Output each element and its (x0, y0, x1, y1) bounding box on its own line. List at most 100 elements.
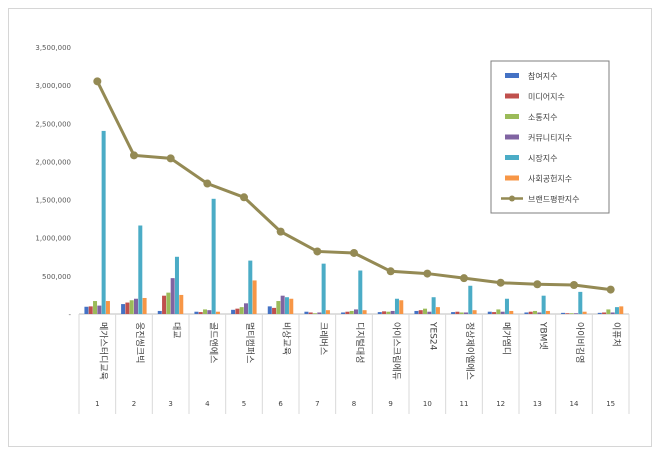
category-label: 디지털대성 (354, 322, 366, 363)
legend-swatch (505, 114, 519, 119)
bar (610, 312, 615, 314)
bar (528, 311, 533, 314)
y-tick-label: 2,000,000 (35, 158, 71, 166)
bar (606, 309, 611, 314)
bar (308, 312, 313, 314)
category-label: 멀티캠퍼스 (244, 322, 256, 363)
category-number: 2 (132, 400, 136, 408)
bar (248, 260, 253, 314)
category-number: 6 (278, 400, 283, 408)
bar (496, 309, 501, 314)
category-number: 7 (315, 400, 319, 408)
legend-swatch (505, 73, 519, 78)
y-tick-label: 3,500,000 (35, 44, 71, 52)
bar (157, 310, 162, 314)
bar (358, 270, 363, 314)
legend-swatch (505, 155, 519, 160)
bar (134, 298, 138, 314)
category-number: 12 (496, 400, 505, 408)
bar (537, 312, 542, 314)
bar (354, 309, 358, 314)
bar (390, 310, 395, 314)
legend-swatch (505, 134, 519, 140)
bar (377, 312, 382, 314)
line-point (313, 247, 322, 256)
bar (533, 310, 538, 314)
category-number: 4 (205, 400, 210, 408)
y-tick-label: 1,000,000 (35, 235, 71, 243)
y-tick-label: - (68, 311, 71, 319)
bar (272, 307, 277, 314)
bar (414, 310, 419, 314)
bar (561, 312, 566, 314)
legend-label: 참여지수 (528, 71, 557, 81)
y-tick-label: 500,000 (42, 273, 71, 281)
bar (198, 312, 203, 314)
line-point (203, 179, 212, 188)
bar (459, 312, 464, 314)
bar (423, 308, 428, 314)
line-point (93, 77, 102, 86)
category-label: 아이비김영 (574, 322, 586, 363)
bar (578, 291, 583, 314)
bar (524, 312, 529, 314)
bar (321, 263, 326, 314)
category-label: 이퓨처 (611, 322, 623, 347)
bar (211, 198, 216, 314)
bar (166, 292, 171, 314)
category-label: 대교 (171, 322, 182, 339)
category-label: 비상교육 (281, 322, 292, 355)
bar (341, 312, 346, 314)
line-point (533, 280, 542, 289)
legend-swatch (509, 195, 515, 202)
line-point (570, 281, 578, 290)
category-label: 아이스크림에듀 (391, 322, 403, 380)
legend-swatch (505, 175, 519, 181)
bar (244, 303, 248, 314)
line-point (130, 151, 138, 160)
category-label: YBM넷 (537, 321, 548, 350)
category-number: 11 (460, 400, 469, 408)
bar (468, 285, 473, 314)
legend-box (490, 60, 610, 214)
bar (121, 304, 126, 314)
bar (304, 311, 309, 314)
bar (399, 300, 404, 314)
bar (597, 312, 602, 314)
bar (276, 301, 281, 314)
bar (487, 311, 492, 314)
line-point (166, 154, 175, 163)
category-number: 3 (168, 400, 172, 408)
bar (93, 301, 98, 314)
bar (129, 300, 134, 314)
bar (545, 310, 550, 314)
category-label: 골드앤에스 (207, 322, 218, 363)
bar (574, 313, 578, 314)
bar (138, 225, 143, 314)
category-number: 10 (423, 400, 432, 408)
bar (455, 311, 460, 314)
bar (317, 312, 322, 314)
bar (431, 297, 436, 314)
bar (313, 313, 318, 314)
bar (170, 278, 175, 314)
bar (235, 308, 240, 314)
bar (345, 311, 350, 314)
legend-swatch (505, 93, 519, 99)
bar (289, 298, 294, 314)
bar (435, 307, 440, 314)
chart: - 500,000 1,000,000 1,500,000 2,000,000 2,500… (35, 44, 630, 414)
bar (174, 256, 179, 314)
line-point (386, 267, 395, 276)
bar (614, 307, 619, 314)
bar (382, 311, 387, 314)
bar (565, 313, 570, 314)
chart-frame: - 500,000 1,000,000 1,500,000 2,000,000 2,500… (8, 8, 652, 447)
bar (619, 306, 624, 314)
y-tick-label: 2,500,000 (35, 120, 71, 128)
bar (105, 301, 110, 314)
bar (541, 295, 546, 314)
line-point (350, 248, 358, 257)
line-point (240, 193, 248, 202)
bar (142, 297, 147, 314)
